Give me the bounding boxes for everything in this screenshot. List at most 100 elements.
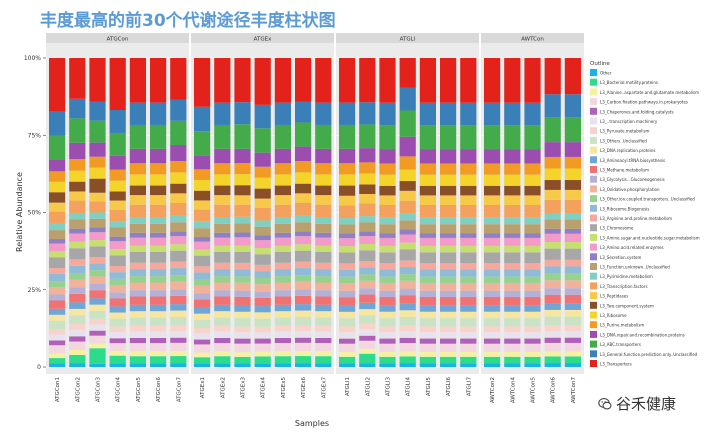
bar-segment-ATGEx7-11 [315,290,332,297]
bar-segment-AWTCon2-26 [484,163,501,175]
bar-segment-ATGEx5-5 [274,331,291,338]
bar-segment-ATGCon7-18 [170,236,187,245]
watermark: 谷禾健康 [598,393,676,414]
x-tick-label: ATGCon3 [96,377,102,403]
legend-label: L3_Pyruvate.metabolism [600,129,650,134]
bar-segment-AWTCon6-13 [544,273,561,281]
bar-segment-ATGLI4-11 [399,288,416,296]
bar-segment-AWTCon7-19 [564,228,581,234]
bar-segment-ATGLI5-28 [419,125,436,150]
bar-segment-ATGEx4-29 [254,104,271,129]
bar-segment-ATGCon7-20 [170,222,187,232]
bar-segment-ATGEx4-25 [254,177,271,189]
bar-segment-AWTCon6-3 [544,342,561,352]
bar-segment-ATGLI7-10 [460,297,477,306]
bar-segment-ATGLI6-14 [440,269,457,277]
bar-segment-ATGLI6-15 [440,263,457,270]
x-tick-label: ATGEx4 [261,377,267,399]
bar-segment-ATGLI2-26 [359,162,376,174]
bar-segment-ATGLI3-21 [379,217,396,225]
legend-swatch [590,156,597,164]
bar-segment-ATGLI1-14 [339,269,356,277]
bar-segment-ATGEx7-29 [315,102,332,125]
bar-segment-ATGEx6-1 [295,356,312,364]
legend-label: L3_General.function.prediction.only..Unc… [600,352,698,357]
bar-segment-ATGLI6-9 [440,305,457,312]
bar-segment-ATGEx6-12 [295,281,312,290]
bar-segment-ATGEx3-24 [234,185,251,196]
bar-segment-ATGEx7-23 [315,195,332,205]
bar-segment-ATGCon5-9 [129,304,146,312]
bar-segment-ATGEx3-29 [234,102,251,125]
bar-segment-AWTCon2-22 [484,204,501,218]
bar-segment-ATGEx1-13 [194,279,211,286]
legend-label: L3_DNA.replication.proteins [600,148,655,153]
bar-segment-ATGEx6-9 [295,304,312,311]
bar-segment-ATGLI3-22 [379,204,396,218]
bar-segment-ATGCon5-13 [129,276,146,283]
bar-segment-ATGCon3-6 [89,318,106,325]
bar-segment-ATGLI4-16 [399,249,416,261]
bar-segment-AWTCon5-26 [524,163,541,175]
bar-segment-ATGLI6-22 [440,204,457,218]
legend-label: L3_Ribosome.Biogenesis [600,206,649,211]
bar-segment-AWTCon7-4 [564,337,581,343]
bar-segment-ATGLI4-23 [399,190,416,201]
bar-segment-ATGLI7-14 [460,269,477,277]
bar-segment-ATGEx1-28 [194,131,211,156]
bar-segment-ATGLI1-1 [339,356,356,364]
bar-segment-AWTCon5-15 [524,263,541,270]
bar-segment-ATGLI3-25 [379,174,396,186]
bar-segment-ATGLI5-27 [419,149,436,164]
bar-segment-AWTCon2-30 [484,58,501,103]
bar-segment-ATGCon4-13 [109,278,126,286]
y-axis-label: Relative Abundance [15,172,24,252]
bar-segment-ATGEx6-11 [295,289,312,296]
bar-segment-ATGCon7-11 [170,289,187,296]
bar-segment-ATGEx5-11 [274,290,291,297]
bar-segment-ATGLI7-8 [460,311,477,319]
bar-segment-ATGLI5-6 [419,326,436,333]
bar-segment-ATGCon1-0 [49,363,66,367]
bar-segment-ATGEx2-8 [214,311,231,318]
bar-segment-ATGLI6-27 [440,149,457,164]
bar-segment-ATGCon4-29 [109,110,126,133]
legend-item: L3_DNA.replication.proteins [590,146,655,154]
bar-segment-ATGEx4-3 [254,343,271,352]
bar-segment-ATGEx6-28 [295,122,312,147]
bar-segment-ATGCon7-27 [170,144,187,162]
bar-segment-AWTCon4-23 [504,195,521,205]
bar-segment-ATGLI4-4 [399,337,416,344]
bar-segment-ATGLI3-4 [379,338,396,344]
bar-segment-AWTCon6-30 [544,58,561,95]
bar-segment-ATGEx2-5 [214,331,231,338]
bar-segment-ATGCon2-13 [69,273,86,280]
bar-segment-AWTCon7-30 [564,58,581,95]
bar-segment-ATGLI3-28 [379,125,396,150]
bar-segment-ATGLI2-30 [359,58,376,103]
bar-segment-ATGEx4-16 [254,254,271,265]
bar-segment-ATGEx7-28 [315,124,332,149]
bar-segment-ATGCon1-25 [49,181,66,193]
bar-segment-ATGEx1-14 [194,272,211,280]
bar-segment-ATGCon3-29 [89,101,106,121]
bar-segment-ATGLI3-19 [379,233,396,238]
bar-segment-ATGLI4-9 [399,303,416,311]
x-tick-label: ATGLI5 [426,377,432,397]
bar-segment-ATGEx2-24 [214,185,231,196]
bar-segment-ATGLI1-3 [339,343,356,353]
bar-segment-ATGCon7-29 [170,99,187,121]
bar-segment-ATGCon2-10 [69,293,86,303]
bar-segment-ATGLI1-9 [339,305,356,312]
bar-segment-AWTCon2-10 [484,297,501,306]
bar-segment-ATGLI4-21 [399,213,416,221]
bar-segment-ATGCon6-6 [150,325,167,332]
bar-segment-AWTCon2-3 [484,343,501,352]
bar-segment-ATGEx6-7 [295,317,312,326]
bar-segment-AWTCon5-21 [524,217,541,225]
bar-segment-ATGEx5-30 [274,58,291,103]
bar-segment-ATGEx6-30 [295,58,312,102]
bar-segment-AWTCon6-25 [544,168,561,181]
bar-segment-ATGEx6-20 [295,222,312,232]
bar-segment-ATGEx5-1 [274,356,291,364]
